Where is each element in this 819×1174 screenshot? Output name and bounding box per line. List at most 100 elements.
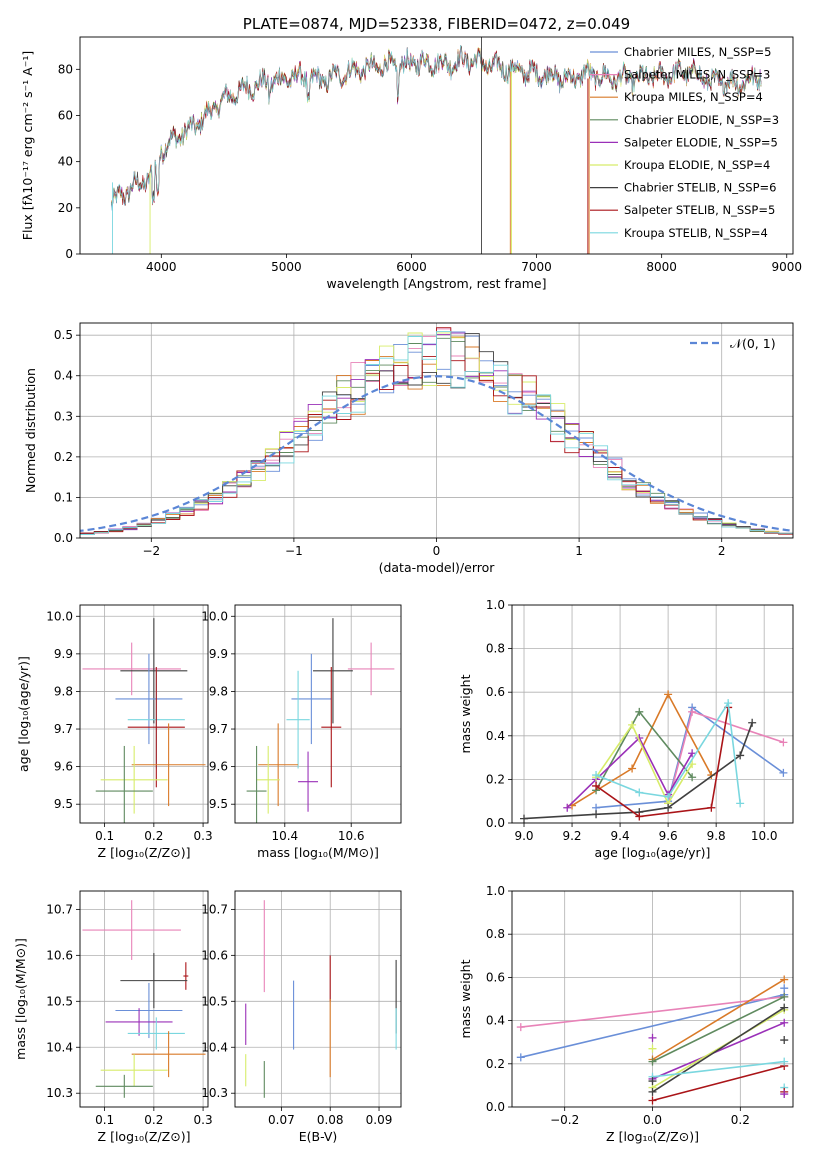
legend-entry-chabrier_stelib: Chabrier STELIB, N_SSP=6: [624, 181, 776, 195]
weight-marker-kroupa_stelib: [724, 699, 733, 708]
axes-frame: [511, 604, 794, 824]
weight-line-salpeter_stelib: [595, 707, 729, 818]
weight-marker-chabrier_stelib: [780, 1036, 789, 1045]
weight-marker-chabrier_stelib: [648, 1087, 657, 1096]
y-axis-label: mass weight: [458, 674, 473, 753]
chart-title: PLATE=0874, MJD=52338, FIBERID=0472, z=0…: [243, 15, 630, 33]
x-tick-label: 9000: [771, 260, 802, 274]
y-tick-label: 9.6: [54, 760, 73, 774]
weight-marker-chabrier_stelib: [664, 803, 673, 812]
normal-curve: [80, 375, 793, 533]
y-tick-label: 10.5: [201, 994, 228, 1008]
y-tick-label: 0.3: [54, 409, 73, 423]
y-tick-label: 0.2: [54, 450, 73, 464]
y-tick-label: 0.8: [486, 642, 505, 656]
y-tick-label: 40: [58, 155, 73, 169]
weight-marker-kroupa_stelib: [736, 799, 745, 808]
y-tick-label: 0.0: [486, 816, 505, 830]
y-tick-label: 1.0: [486, 598, 505, 612]
y-axis-label: age [log₁₀(age/yr)]: [16, 656, 31, 772]
y-tick-label: 9.7: [54, 722, 73, 736]
weight-marker-kroupa_elodie: [628, 720, 637, 729]
weight-marker-kroupa_stelib: [635, 788, 644, 797]
legend-entry-salpeter_stelib: Salpeter STELIB, N_SSP=5: [624, 203, 775, 217]
y-tick-label: 0.5: [54, 328, 73, 342]
weight-line-salpeter_stelib: [652, 1065, 785, 1102]
x-tick-label: 6000: [396, 260, 427, 274]
weight-line-salpeter_miles: [520, 996, 785, 1028]
weight-marker-chabrier_stelib: [520, 814, 529, 823]
axes-frame: [79, 604, 209, 824]
x-axis-label: Z [log₁₀(Z/Z⊙)]: [98, 845, 191, 860]
y-tick-label: 0.1: [54, 490, 73, 504]
y-tick-label: 9.8: [54, 684, 73, 698]
y-tick-label: 9.6: [209, 760, 228, 774]
y-tick-label: 0.6: [486, 970, 505, 984]
x-tick-label: 10.4: [271, 829, 298, 843]
x-axis-label: (data-model)/error: [379, 560, 496, 575]
weight-line-chabrier_elodie: [652, 996, 785, 1063]
spectrum-plot-area: [111, 37, 762, 254]
y-tick-label: 9.5: [54, 797, 73, 811]
mass-vs-ebv-panel: 0.07 0.08 0.09 10.3 10.4 10.5 10.6 10.7 E(B-V): [201, 890, 402, 1144]
weight-marker-salpeter_elodie: [780, 1090, 789, 1099]
weight-marker-chabrier_stelib: [736, 751, 745, 760]
x-tick-label: 0: [433, 544, 441, 558]
axes-frame: [79, 322, 794, 539]
weight-marker-chabrier_miles: [516, 1053, 525, 1062]
y-tick-label: 20: [58, 201, 73, 215]
x-axis-label: Z [log₁₀(Z/Z⊙)]: [606, 1129, 699, 1144]
weight-line-kroupa_elodie: [595, 723, 693, 806]
y-tick-label: 60: [58, 108, 73, 122]
y-tick-label: 9.9: [209, 647, 228, 661]
x-axis-label: age [log₁₀(age/yr)]: [595, 845, 711, 860]
x-tick-label: 9.6: [659, 829, 678, 843]
weight-marker-chabrier_stelib: [748, 718, 757, 727]
y-tick-label: 10.3: [201, 1086, 228, 1100]
x-tick-label: 0.1: [95, 829, 114, 843]
y-tick-label: 0.0: [486, 1100, 505, 1114]
weight-marker-salpeter_elodie: [688, 749, 697, 758]
weight-marker-salpeter_miles: [516, 1023, 525, 1032]
y-tick-label: 0.6: [486, 685, 505, 699]
weight-vs-age-panel: 9.0 9.2 9.4 9.6 9.8 10.0 0.0 0.2 0.4 0.6 0.8 1.0 age…: [458, 598, 794, 860]
legend-entry-kroupa_stelib: Kroupa STELIB, N_SSP=4: [624, 226, 768, 240]
x-tick-label: 0.08: [317, 1113, 344, 1127]
weight_vs_age-plot-area: [512, 605, 793, 823]
x-tick-label: −1: [285, 544, 303, 558]
weight-marker-chabrier_elodie: [780, 992, 789, 1001]
y-tick-label: 9.7: [209, 722, 228, 736]
y-axis-label: mass [log₁₀(M/M⊙)]: [13, 938, 28, 1060]
x-tick-label: 4000: [146, 260, 177, 274]
legend-entry-chabrier_miles: Chabrier MILES, N_SSP=5: [624, 45, 771, 59]
axes-frame: [79, 36, 794, 255]
y-axis-label: Normed distribution: [23, 368, 38, 493]
weight-line-kroupa_stelib: [652, 1060, 785, 1078]
x-tick-label: 0.09: [366, 1113, 393, 1127]
x-tick-label: 0.2: [144, 829, 163, 843]
weight-marker-chabrier_miles: [779, 768, 788, 777]
age-vs-z-panel: 0.1 0.2 0.3 9.5 9.6 9.7 9.8 9.9 10.0 Z [log₁₀(Z/Z…: [16, 604, 213, 860]
x-tick-label: 9.4: [611, 829, 630, 843]
x-tick-label: 0.0: [643, 1113, 662, 1127]
weight-line-chabrier_miles: [596, 706, 784, 809]
x-tick-label: 9.8: [707, 829, 726, 843]
weight-marker-chabrier_stelib: [648, 1077, 657, 1086]
weight-marker-kroupa_miles: [664, 690, 673, 699]
y-tick-label: 10.5: [46, 994, 73, 1008]
weight-marker-salpeter_stelib: [635, 812, 644, 821]
x-tick-label: 9.2: [562, 829, 581, 843]
weight-marker-chabrier_elodie: [635, 707, 644, 716]
mass-vs-z-panel: 0.1 0.2 0.3 10.3 10.4 10.5 10.6 10.7 Z [log₁₀(Z/…: [13, 890, 213, 1144]
x-axis-label: mass [log₁₀(M/M⊙)]: [257, 845, 379, 860]
weight-marker-chabrier_elodie: [648, 1057, 657, 1066]
x-tick-label: 9.0: [514, 829, 533, 843]
residuals-panel: −2 −1 0 1 2 0.0 0.1 0.2 0.3 0.4 0.5 (data-model)/er…: [23, 322, 794, 575]
weight-line-kroupa_miles: [571, 692, 713, 807]
y-tick-label: 80: [58, 62, 73, 76]
y-tick-label: 0: [65, 247, 73, 261]
weight-line-kroupa_miles: [652, 978, 785, 1061]
y-tick-label: 0.0: [54, 531, 73, 545]
mass_vs_ebv-plot-area: [235, 891, 401, 1107]
weight-marker-kroupa_miles: [780, 975, 789, 984]
